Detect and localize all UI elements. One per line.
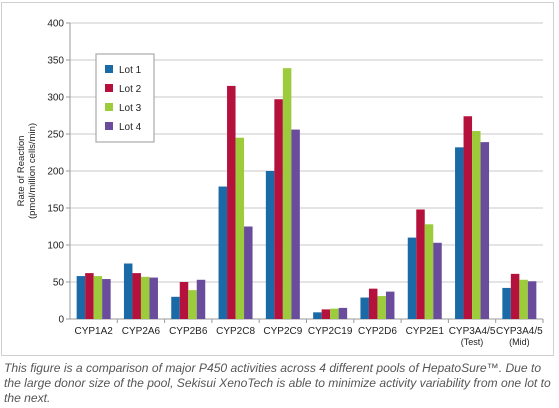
bar-lot-4: [385, 291, 395, 319]
bar-lot-1: [360, 297, 369, 319]
bar-lot-2: [274, 99, 283, 319]
x-tick-label: (Test): [461, 337, 484, 347]
bar-lot-3: [140, 276, 150, 319]
bar-lot-1: [218, 186, 228, 319]
bar-lot-1: [455, 147, 464, 319]
x-tick-label: CYP3A4/5: [449, 326, 496, 337]
bar-lot-2: [227, 85, 236, 320]
y-tick-label: 400: [47, 19, 64, 30]
x-tick-label: (Mid): [509, 337, 530, 347]
bar-lot-2: [416, 209, 425, 319]
bar-lot-2: [321, 309, 331, 319]
x-tick-label: CYP2C9: [263, 326, 302, 337]
bar-lot-3: [93, 276, 103, 319]
bar-lot-4: [196, 279, 206, 319]
legend-swatch-lot-3: [105, 103, 113, 111]
x-tick-label: CYP3A4/5: [496, 326, 543, 337]
y-axis-title: Rate of Reaction: [16, 136, 27, 207]
bar-lot-4: [244, 226, 253, 319]
legend-swatch-lot-2: [105, 84, 113, 92]
legend-label: Lot 1: [119, 65, 142, 76]
bar-lot-2: [179, 282, 189, 319]
bar-lot-3: [330, 308, 339, 319]
bar-lot-4: [527, 281, 537, 319]
y-tick-label: 50: [53, 278, 65, 289]
bar-lot-1: [265, 171, 275, 319]
bar-lot-3: [188, 290, 197, 319]
bar-lot-4: [433, 242, 442, 319]
x-tick-label: CYP2E1: [406, 326, 445, 337]
y-tick-label: 250: [47, 130, 64, 141]
bar-lot-2: [368, 288, 378, 319]
bar-lot-3: [472, 131, 481, 319]
bar-lot-4: [149, 277, 158, 319]
bar-lot-3: [424, 224, 434, 319]
x-tick-label: CYP2D6: [358, 326, 397, 337]
bar-chart: 0 50 100 150 200 250 300 350 400 Rate of Reaction…: [16, 19, 544, 347]
bar-lot-4: [102, 279, 111, 319]
bar-lot-1: [313, 312, 322, 319]
bar-lot-3: [282, 68, 292, 319]
chart-frame: 0 50 100 150 200 250 300 350 400 Rate of Reaction…: [1, 2, 554, 356]
x-tick-label: CYP2A6: [122, 326, 161, 337]
bar-lot-2: [463, 116, 473, 320]
bar-lot-1: [407, 237, 417, 319]
legend-label: Lot 3: [119, 103, 142, 114]
y-tick-label: 200: [47, 167, 64, 178]
bar-lot-1: [123, 263, 133, 319]
y-tick-label: 300: [47, 93, 64, 104]
y-axis-title: (pmol/million cells/min): [27, 123, 38, 219]
bar-lot-1: [76, 276, 86, 319]
legend-label: Lot 4: [119, 122, 142, 133]
legend-swatch-lot-1: [105, 65, 113, 73]
x-tick-label: CYP2B6: [169, 326, 208, 337]
figure-caption: This figure is a comparison of major P45…: [4, 361, 551, 405]
bar-lot-4: [338, 307, 348, 319]
bar-lot-3: [519, 279, 528, 319]
bar-lot-3: [235, 137, 245, 319]
y-tick-label: 150: [47, 204, 64, 215]
bar-lot-3: [377, 296, 386, 319]
legend-swatch-lot-4: [105, 122, 113, 130]
bar-lot-2: [510, 273, 520, 319]
bar-lot-1: [171, 296, 180, 319]
bar-lot-4: [480, 142, 490, 319]
y-tick-label: 0: [58, 315, 64, 326]
bar-lot-2: [85, 273, 94, 319]
x-tick-label: CYP2C8: [216, 326, 255, 337]
x-tick-label: CYP1A2: [74, 326, 113, 337]
bar-lot-1: [502, 287, 511, 319]
x-tick-label: CYP2C19: [308, 326, 353, 337]
bar-lot-4: [291, 129, 300, 319]
y-tick-label: 350: [47, 56, 64, 67]
legend-label: Lot 2: [119, 84, 142, 95]
y-tick-label: 100: [47, 241, 64, 252]
bar-lot-2: [132, 273, 141, 319]
